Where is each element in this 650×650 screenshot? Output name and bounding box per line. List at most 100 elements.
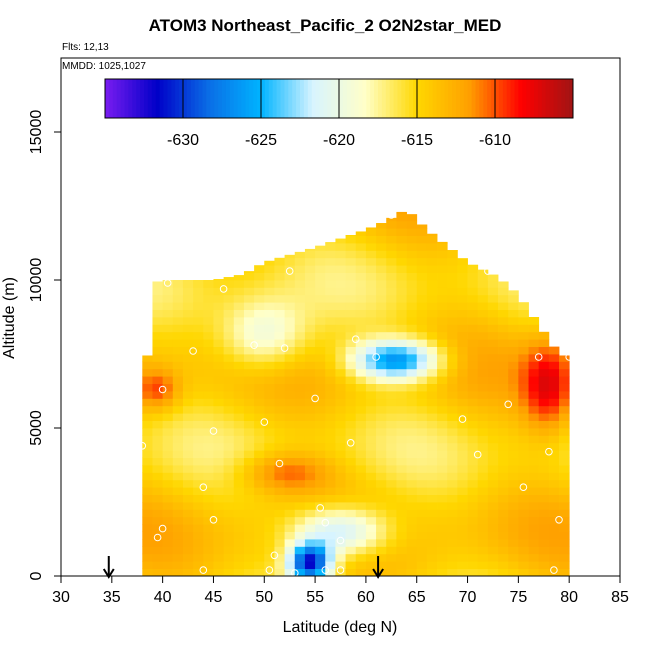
- heat-cell: [304, 368, 316, 377]
- heat-cell: [457, 539, 468, 547]
- heat-cell: [386, 442, 397, 451]
- heat-cell: [213, 317, 225, 325]
- heat-cell: [223, 568, 235, 576]
- heat-cell: [294, 450, 306, 458]
- heat-cell: [254, 457, 265, 466]
- heat-cell: [142, 516, 153, 525]
- heat-cell: [284, 561, 296, 569]
- heat-cell: [518, 302, 529, 310]
- heat-cell: [182, 502, 194, 510]
- heat-cell: [213, 413, 225, 421]
- heat-cell: [447, 413, 458, 421]
- heat-cell: [396, 243, 407, 251]
- heat-cell: [284, 257, 296, 266]
- heat-cell: [559, 472, 570, 481]
- heat-cell: [152, 539, 164, 547]
- heat-cell: [426, 368, 438, 377]
- heat-cell: [254, 280, 265, 288]
- heat-cell: [233, 391, 245, 399]
- heat-cell: [274, 354, 285, 362]
- sample-point: [336, 536, 345, 545]
- heat-cell: [365, 561, 377, 569]
- heat-cell: [528, 361, 540, 370]
- heat-cell: [284, 568, 296, 576]
- heat-cell: [243, 302, 255, 310]
- heat-cell: [386, 302, 397, 310]
- colorbar-segment: [405, 79, 410, 118]
- colorbar-segment: [354, 79, 359, 118]
- heat-cell: [498, 487, 509, 495]
- heat-cell: [528, 494, 540, 503]
- heat-cell: [172, 531, 184, 540]
- heat-cell: [162, 479, 174, 488]
- heat-cell: [345, 546, 357, 555]
- heat-cell: [498, 568, 509, 576]
- heat-cell: [477, 479, 489, 488]
- heat-cell: [386, 546, 397, 555]
- heat-cell: [172, 479, 184, 488]
- heat-cell: [162, 546, 174, 555]
- heat-cell: [498, 561, 509, 569]
- chart-title: ATOM3 Northeast_Pacific_2 O2N2star_MED: [148, 16, 502, 35]
- heat-cell: [457, 324, 468, 333]
- heat-cell: [386, 317, 397, 325]
- heat-cell: [172, 361, 184, 370]
- heat-cell: [376, 516, 387, 525]
- heat-cell: [559, 398, 570, 407]
- heat-cell: [193, 391, 204, 399]
- heat-cell: [233, 487, 245, 495]
- y-tick-label: 10000: [28, 258, 45, 303]
- heat-cell: [406, 361, 418, 370]
- heat-cell: [396, 450, 407, 458]
- colorbar-segment: [159, 79, 164, 118]
- heat-cell: [437, 368, 448, 377]
- heat-cell: [335, 339, 346, 347]
- heat-cell: [477, 294, 489, 303]
- heat-cell: [243, 294, 255, 303]
- heat-cell: [365, 435, 377, 444]
- heat-cell: [518, 398, 529, 407]
- heat-cell: [233, 354, 245, 362]
- heat-cell: [355, 457, 367, 466]
- heat-cell: [254, 331, 265, 340]
- heat-cell: [345, 339, 357, 347]
- heat-cell: [467, 502, 479, 510]
- heat-cell: [498, 376, 509, 384]
- heat-cell: [345, 302, 357, 310]
- heat-cell: [376, 339, 387, 347]
- heat-cell: [487, 524, 499, 532]
- heat-cell: [315, 250, 326, 259]
- heat-cell: [457, 465, 468, 473]
- heat-cell: [376, 524, 387, 532]
- heat-cell: [528, 383, 540, 392]
- heat-cell: [193, 405, 204, 414]
- heat-cell: [467, 457, 479, 466]
- heat-cell: [223, 277, 235, 281]
- heat-cell: [233, 280, 245, 288]
- heat-cell: [274, 531, 285, 540]
- colorbar-segment: [331, 79, 336, 118]
- heat-cell: [335, 442, 346, 451]
- colorbar-segment: [467, 79, 473, 118]
- heat-cell: [294, 376, 306, 384]
- heat-cell: [518, 331, 529, 340]
- heat-cell: [193, 450, 204, 458]
- heat-cell: [386, 457, 397, 466]
- heat-cell: [528, 546, 540, 555]
- heat-cell: [162, 331, 174, 340]
- heat-cell: [182, 450, 194, 458]
- heat-cell: [193, 568, 204, 576]
- heat-cell: [487, 294, 499, 303]
- heat-cell: [315, 435, 326, 444]
- heat-cell: [243, 331, 255, 340]
- heat-cell: [182, 568, 194, 576]
- heat-cell: [254, 309, 265, 318]
- heat-cell: [335, 546, 346, 555]
- heat-cell: [365, 398, 377, 407]
- heat-cell: [365, 524, 377, 532]
- heat-cell: [294, 294, 306, 303]
- heat-cell: [447, 531, 458, 540]
- heat-cell: [365, 479, 377, 488]
- heat-cell: [548, 368, 560, 377]
- heat-cell: [335, 428, 346, 436]
